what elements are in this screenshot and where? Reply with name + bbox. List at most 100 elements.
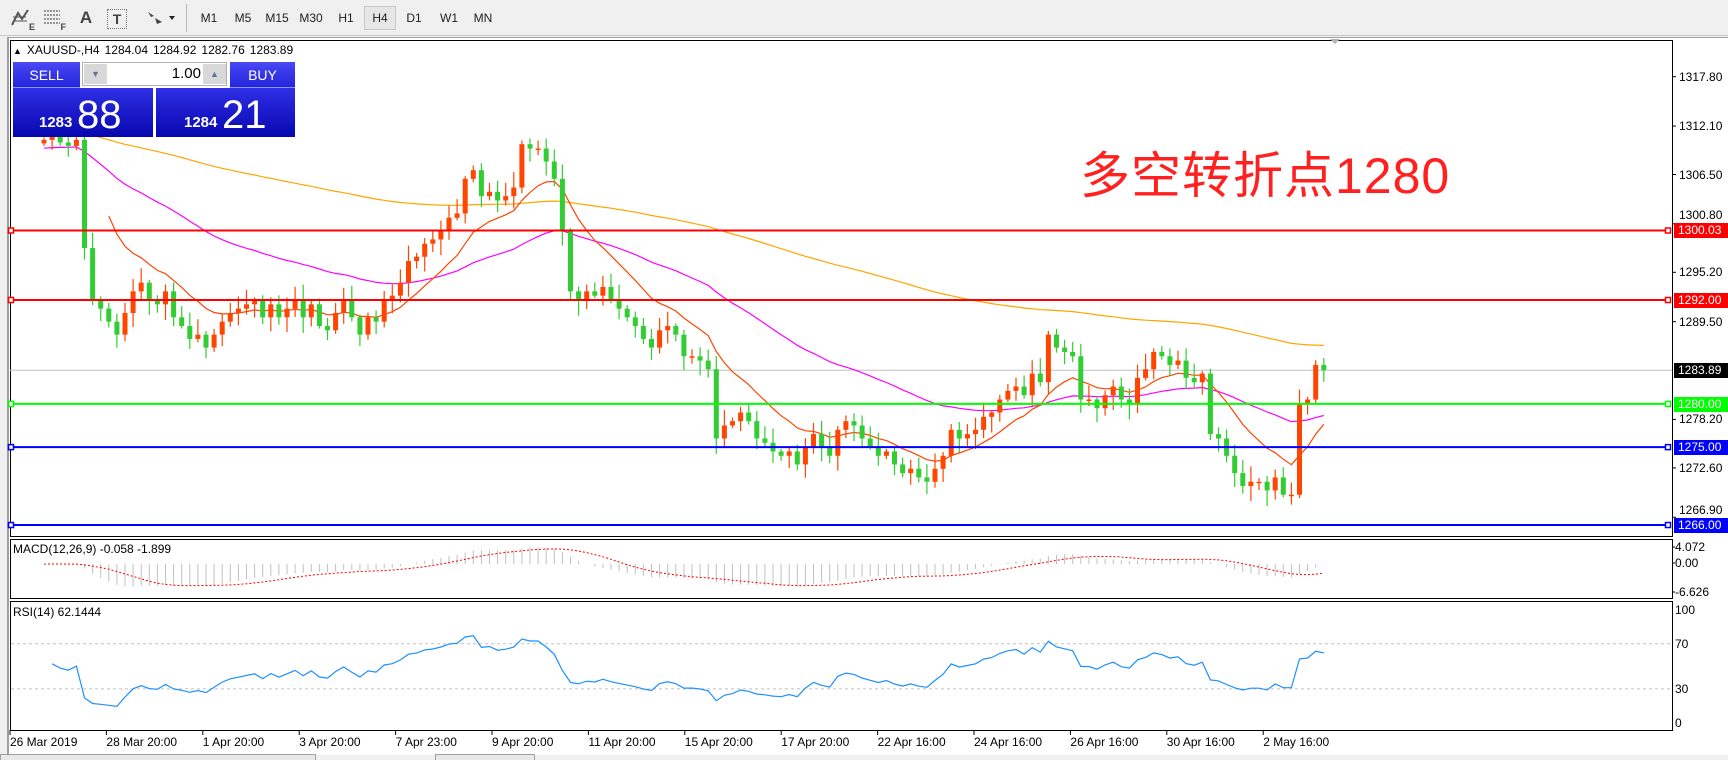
chart-tab[interactable] <box>0 754 316 760</box>
toolbar: E F A T M1 M5 M15 M30 H1 H4 D1 W1 MN <box>0 0 1728 36</box>
volume-stepper[interactable]: ▼ 1.00 ▲ <box>82 62 227 86</box>
candle-body <box>948 429 954 456</box>
candle-body <box>721 425 727 439</box>
candle-body <box>325 325 330 331</box>
candle-body <box>1078 356 1084 400</box>
candle-body <box>49 135 55 140</box>
candle-body <box>163 291 168 305</box>
candle-body <box>478 170 484 197</box>
timeframe-h1[interactable]: H1 <box>338 11 354 25</box>
candle-body <box>559 178 565 231</box>
date-axis-label: 1 Apr 20:00 <box>202 735 265 749</box>
timeframe-m1[interactable]: M1 <box>200 11 218 25</box>
candle-body <box>1232 455 1238 474</box>
candle-body <box>300 299 306 318</box>
candle-body <box>989 412 995 417</box>
candle-body <box>227 312 233 322</box>
candle-body <box>446 217 452 231</box>
candle-body <box>1037 373 1043 383</box>
candle-body <box>851 421 857 426</box>
collapse-triangle-icon[interactable]: ▲ <box>13 46 22 56</box>
timeframe-mn[interactable]: MN <box>473 11 493 25</box>
candle-body <box>1062 347 1068 352</box>
arrows-dropdown-icon[interactable] <box>145 6 179 30</box>
tool-label: E <box>28 22 35 32</box>
price-axis-label: 1306.50 <box>1679 167 1723 182</box>
candle-body <box>924 477 930 482</box>
price-axis-label: 1266.90 <box>1679 503 1723 518</box>
timeframe-m5[interactable]: M5 <box>234 11 252 25</box>
timeframe-w1[interactable]: W1 <box>440 11 458 25</box>
buy-button[interactable]: BUY <box>230 62 295 88</box>
candle-body <box>341 299 347 313</box>
candle-body <box>697 356 703 361</box>
text-label-icon[interactable]: T <box>107 9 127 29</box>
price-axis-label: 1272.60 <box>1679 460 1723 475</box>
candle-body <box>1070 351 1076 357</box>
level-price-label: 1280.00 <box>1674 396 1728 412</box>
date-axis-label: 22 Apr 16:00 <box>877 735 946 749</box>
candle-body <box>584 291 590 300</box>
candle-body <box>1110 386 1116 396</box>
ohlc-low: 1282.76 <box>201 43 245 57</box>
candle-body <box>730 421 735 426</box>
candle-body <box>1280 477 1286 495</box>
candle-body <box>65 142 71 146</box>
candle-body <box>1086 399 1092 402</box>
candle-body <box>535 148 541 151</box>
level-handle <box>1664 227 1672 234</box>
candle-body <box>689 356 695 358</box>
volume-input[interactable]: 1.00 <box>171 65 201 82</box>
candle-body <box>778 451 784 456</box>
macd-axis-label: -6.626 <box>1675 585 1710 599</box>
current-price-label: 1283.89 <box>1674 363 1728 379</box>
candle-body <box>1054 334 1059 348</box>
ohlc-high: 1284.92 <box>153 43 197 57</box>
candle-body <box>357 317 363 335</box>
level-handle <box>1664 521 1672 529</box>
candle-body <box>397 282 403 296</box>
candle-body <box>187 325 193 339</box>
candle-body <box>41 139 47 144</box>
candle-body <box>875 447 881 456</box>
candle-body <box>268 304 274 318</box>
ohlc-open: 1284.04 <box>104 43 148 57</box>
candle-body <box>786 451 792 456</box>
candle-body <box>154 299 160 305</box>
chart-tab[interactable] <box>435 754 535 760</box>
candle-body <box>130 291 136 313</box>
candle-body <box>819 434 825 448</box>
line-studies-icon[interactable]: E <box>9 6 35 32</box>
date-axis-label: 26 Mar 2019 <box>10 735 78 749</box>
sell-button[interactable]: SELL <box>13 62 80 88</box>
candle-body <box>665 325 671 331</box>
level-handle <box>7 227 15 234</box>
timeframe-h4[interactable]: H4 <box>364 6 396 30</box>
candle-body <box>681 334 687 357</box>
level-price-label: 1292.00 <box>1674 292 1728 308</box>
date-axis-label: 17 Apr 20:00 <box>781 735 850 749</box>
rsi-panel-frame <box>10 601 1673 731</box>
chart-window[interactable] <box>7 37 1728 755</box>
candle-body <box>422 243 428 257</box>
sell-price-main: 1283 <box>39 114 73 131</box>
timeframe-m15[interactable]: M15 <box>265 11 289 25</box>
volume-decrease-button[interactable]: ▼ <box>84 64 107 84</box>
timeframe-m30[interactable]: M30 <box>299 11 323 25</box>
candle-body <box>616 299 622 309</box>
buy-price-button[interactable]: 1284 21 <box>156 88 295 137</box>
candle-body <box>568 230 573 292</box>
volume-increase-button[interactable]: ▲ <box>203 64 226 84</box>
candle-body <box>802 447 808 465</box>
rsi-axis-label: 70 <box>1675 636 1689 651</box>
timeframe-d1[interactable]: D1 <box>406 11 422 25</box>
text-icon[interactable]: A <box>79 8 93 27</box>
candle-body <box>219 321 225 335</box>
candle-body <box>252 299 258 305</box>
price-axis-label: 1317.80 <box>1679 69 1723 84</box>
price-axis-label: 1312.10 <box>1679 119 1723 134</box>
sell-price-button[interactable]: 1283 88 <box>13 88 153 137</box>
annotation-text[interactable]: 多空转折点1280 <box>1080 148 1451 204</box>
fibonacci-grid-icon[interactable]: F <box>40 6 66 32</box>
